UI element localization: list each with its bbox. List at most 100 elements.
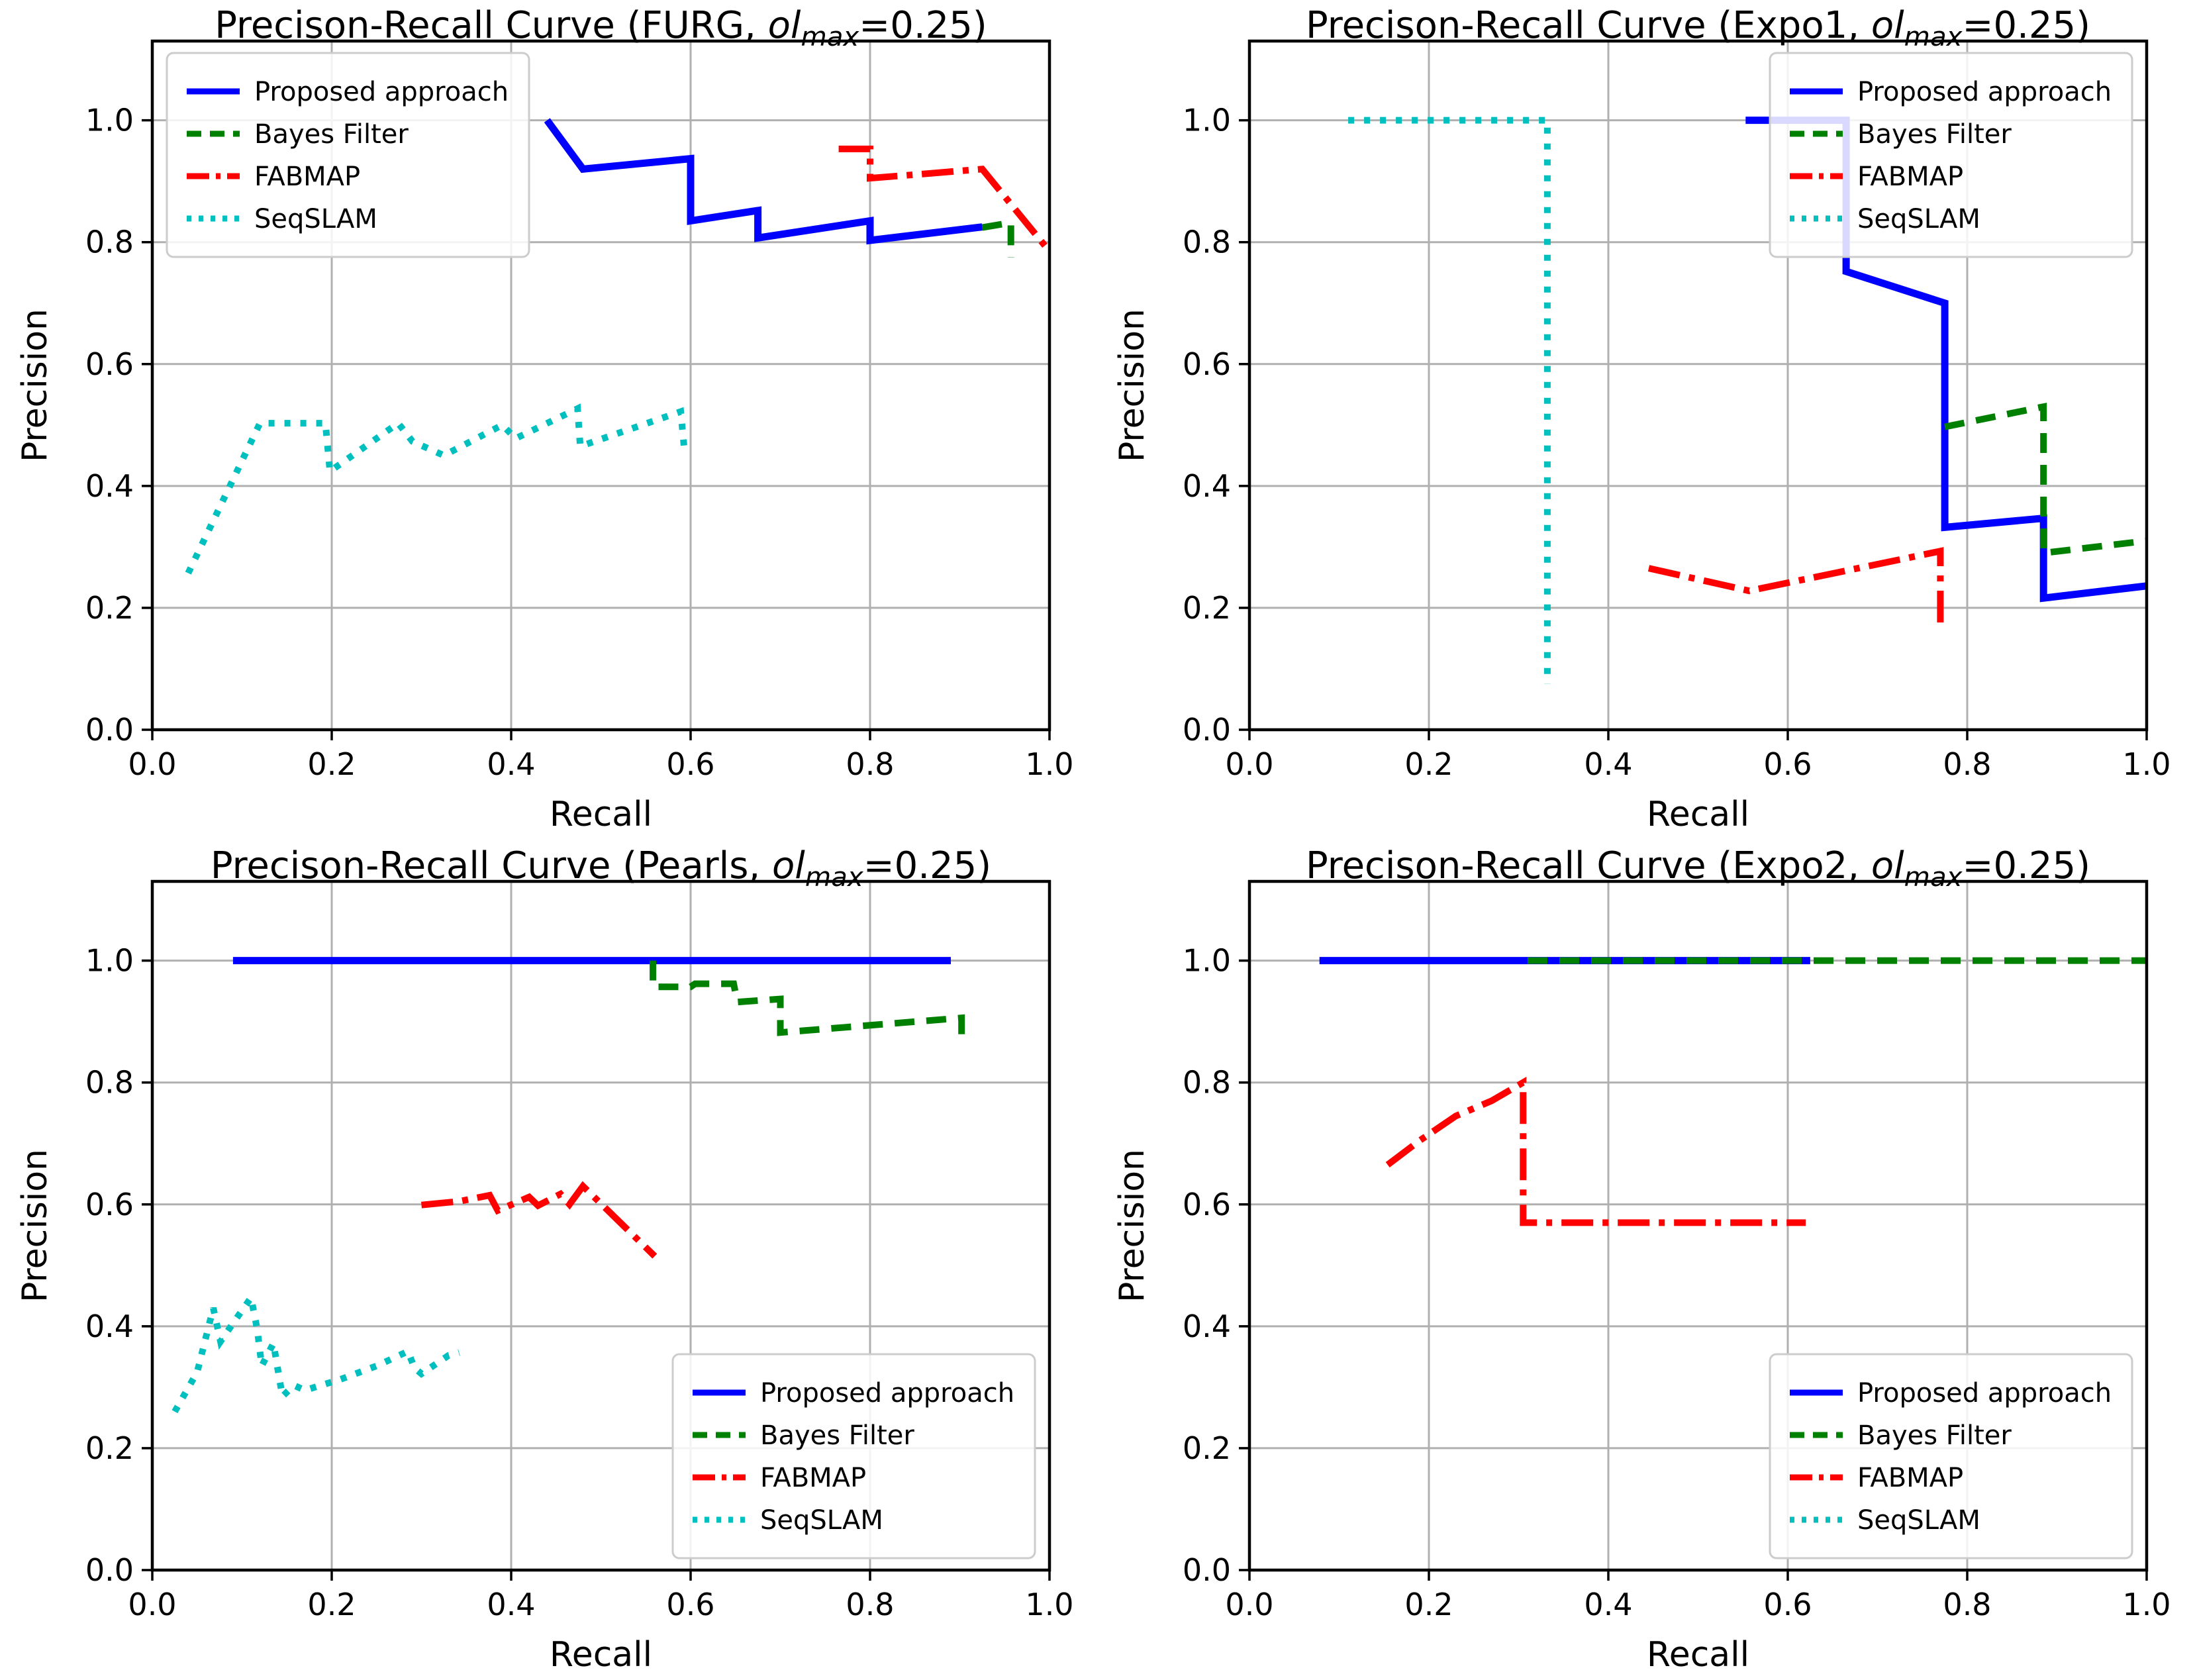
series-line-seqslam bbox=[171, 1289, 460, 1414]
x-axis-label: Recall bbox=[550, 795, 652, 834]
legend-label: SeqSLAM bbox=[1857, 1505, 1980, 1536]
x-tick-label: 0.0 bbox=[1225, 746, 1273, 782]
y-tick-label: 0.8 bbox=[1183, 224, 1231, 260]
series-line-seqslam bbox=[1348, 117, 1551, 684]
series-group bbox=[185, 118, 1052, 575]
y-tick-label: 1.0 bbox=[1183, 103, 1231, 138]
x-tick-label: 0.8 bbox=[846, 1587, 894, 1622]
series-line-bayes-filter bbox=[1944, 403, 2147, 557]
x-axis-label: Recall bbox=[550, 1635, 652, 1675]
y-tick-label: 0.6 bbox=[85, 1187, 134, 1222]
legend: Proposed approach Bayes Filter FABMAP SeqSL… bbox=[671, 1353, 1036, 1559]
legend-box bbox=[1769, 52, 2133, 258]
x-tick-label: 0.6 bbox=[1763, 1587, 1812, 1622]
y-axis-label: Precision bbox=[15, 1149, 55, 1303]
chart-panel-expo2: Precison-Recall Curve (Expo2, olmax=0.25… bbox=[1097, 840, 2195, 1680]
y-tick-label: 0.6 bbox=[1183, 1187, 1231, 1222]
legend-label: Proposed approach bbox=[1857, 1378, 2112, 1408]
x-tick-label: 0.0 bbox=[1225, 1587, 1273, 1622]
series-line-proposed-approach bbox=[544, 118, 983, 245]
math-variable: olmax bbox=[1871, 844, 1963, 893]
plot-title: Precison-Recall Curve (Pearls, olmax=0.2… bbox=[210, 844, 992, 893]
y-tick-label: 0.0 bbox=[1183, 1552, 1231, 1588]
axis-ticks: 0.0 0.2 0.4 0.6 0.8 1.0 0.0 0.2 0.4 0.6 0.8 1.0 bbox=[85, 943, 1074, 1622]
x-tick-label: 0.0 bbox=[128, 1587, 176, 1622]
y-tick-label: 0.4 bbox=[1183, 468, 1231, 504]
x-tick-label: 0.2 bbox=[1404, 1587, 1453, 1622]
x-tick-label: 0.6 bbox=[666, 1587, 714, 1622]
axes-frame bbox=[1247, 39, 2149, 732]
plot-canvas-expo2: 0.0 0.2 0.4 0.6 0.8 1.0 0.0 0.2 0.4 0.6 0.8 1.0 Reca… bbox=[1112, 879, 2171, 1675]
plot-canvas-expo1: 0.0 0.2 0.4 0.6 0.8 1.0 0.0 0.2 0.4 0.6 0.8 1.0 Reca… bbox=[1112, 39, 2171, 834]
legend-box bbox=[671, 1353, 1036, 1559]
y-tick-label: 0.8 bbox=[1183, 1065, 1231, 1101]
series-line-fabmap bbox=[1385, 1077, 1806, 1226]
y-tick-label: 0.4 bbox=[85, 468, 134, 504]
legend-label: Proposed approach bbox=[254, 77, 509, 107]
x-tick-label: 0.8 bbox=[1943, 746, 1991, 782]
x-tick-label: 0.6 bbox=[666, 746, 714, 782]
plot-title: Precison-Recall Curve (Expo1, olmax=0.25… bbox=[1306, 4, 2090, 53]
legend: Proposed approach Bayes Filter FABMAP SeqSL… bbox=[166, 52, 530, 258]
series-line-fabmap bbox=[421, 1181, 658, 1259]
x-axis-label: Recall bbox=[1647, 1635, 1749, 1675]
x-axis-label: Recall bbox=[1647, 795, 1749, 834]
x-tick-label: 0.8 bbox=[846, 746, 894, 782]
y-tick-label: 0.2 bbox=[85, 1430, 134, 1466]
x-tick-label: 0.8 bbox=[1943, 1587, 1991, 1622]
x-tick-label: 1.0 bbox=[1025, 746, 1073, 782]
series-line-fabmap bbox=[838, 145, 1052, 254]
y-tick-label: 0.2 bbox=[1183, 590, 1231, 626]
y-tick-label: 0.4 bbox=[85, 1309, 134, 1344]
axis-ticks: 0.0 0.2 0.4 0.6 0.8 1.0 0.0 0.2 0.4 0.6 0.8 1.0 bbox=[1183, 103, 2171, 782]
x-tick-label: 0.0 bbox=[128, 746, 176, 782]
chart-panel-furg: Precison-Recall Curve (FURG, olmax=0.25)… bbox=[0, 0, 1098, 840]
legend-label: Proposed approach bbox=[1857, 77, 2112, 107]
series-line-seqslam bbox=[185, 403, 688, 575]
legend-label: FABMAP bbox=[760, 1463, 866, 1493]
legend-label: Proposed approach bbox=[760, 1378, 1014, 1408]
legend-label: Bayes Filter bbox=[760, 1420, 914, 1451]
legend-box bbox=[1769, 1353, 2133, 1559]
y-tick-label: 0.0 bbox=[85, 712, 134, 748]
x-tick-label: 0.4 bbox=[487, 1587, 535, 1622]
axes-frame bbox=[150, 39, 1051, 732]
x-tick-label: 1.0 bbox=[2122, 1587, 2171, 1622]
y-tick-label: 1.0 bbox=[85, 943, 134, 979]
series-group bbox=[171, 957, 965, 1414]
x-tick-label: 1.0 bbox=[1025, 1587, 1073, 1622]
y-tick-label: 0.2 bbox=[1183, 1430, 1231, 1466]
legend-box bbox=[166, 52, 530, 258]
y-tick-label: 0.2 bbox=[85, 590, 134, 626]
x-tick-label: 0.2 bbox=[1404, 746, 1453, 782]
x-tick-label: 0.4 bbox=[1584, 1587, 1632, 1622]
chart-panel-pearls: Precison-Recall Curve (Pearls, olmax=0.2… bbox=[0, 840, 1098, 1680]
math-variable: olmax bbox=[772, 844, 863, 893]
legend-label: Bayes Filter bbox=[1857, 1420, 2012, 1451]
y-tick-label: 0.0 bbox=[1183, 712, 1231, 748]
legend-label: Bayes Filter bbox=[254, 119, 409, 150]
x-tick-label: 0.2 bbox=[307, 1587, 356, 1622]
x-tick-label: 0.4 bbox=[1584, 746, 1632, 782]
x-tick-label: 0.4 bbox=[487, 746, 535, 782]
x-tick-label: 0.6 bbox=[1763, 746, 1812, 782]
y-axis-label: Precision bbox=[1112, 309, 1152, 462]
series-line-bayes-filter bbox=[650, 960, 965, 1045]
axes-frame bbox=[1247, 879, 2149, 1572]
legend-label: FABMAP bbox=[1857, 1463, 1963, 1493]
plot-canvas-pearls: 0.0 0.2 0.4 0.6 0.8 1.0 0.0 0.2 0.4 0.6 0.8 1.0 Reca… bbox=[15, 879, 1074, 1675]
y-tick-label: 0.0 bbox=[85, 1552, 134, 1588]
plot-title: Precison-Recall Curve (FURG, olmax=0.25) bbox=[215, 4, 987, 53]
x-tick-label: 0.2 bbox=[307, 746, 356, 782]
y-tick-label: 0.4 bbox=[1183, 1309, 1231, 1344]
y-tick-label: 0.8 bbox=[85, 224, 134, 260]
legend-label: Bayes Filter bbox=[1857, 119, 2012, 150]
chart-panel-expo1: Precison-Recall Curve (Expo1, olmax=0.25… bbox=[1097, 0, 2195, 840]
y-axis-label: Precision bbox=[1112, 1149, 1152, 1303]
plot-canvas-furg: 0.0 0.2 0.4 0.6 0.8 1.0 0.0 0.2 0.4 0.6 0.8 1.0 Reca… bbox=[15, 39, 1074, 834]
series-line-fabmap bbox=[1647, 547, 1944, 626]
axis-ticks: 0.0 0.2 0.4 0.6 0.8 1.0 0.0 0.2 0.4 0.6 0.8 1.0 bbox=[1183, 943, 2171, 1622]
legend-label: FABMAP bbox=[254, 162, 360, 192]
legend-label: SeqSLAM bbox=[1857, 204, 1980, 234]
